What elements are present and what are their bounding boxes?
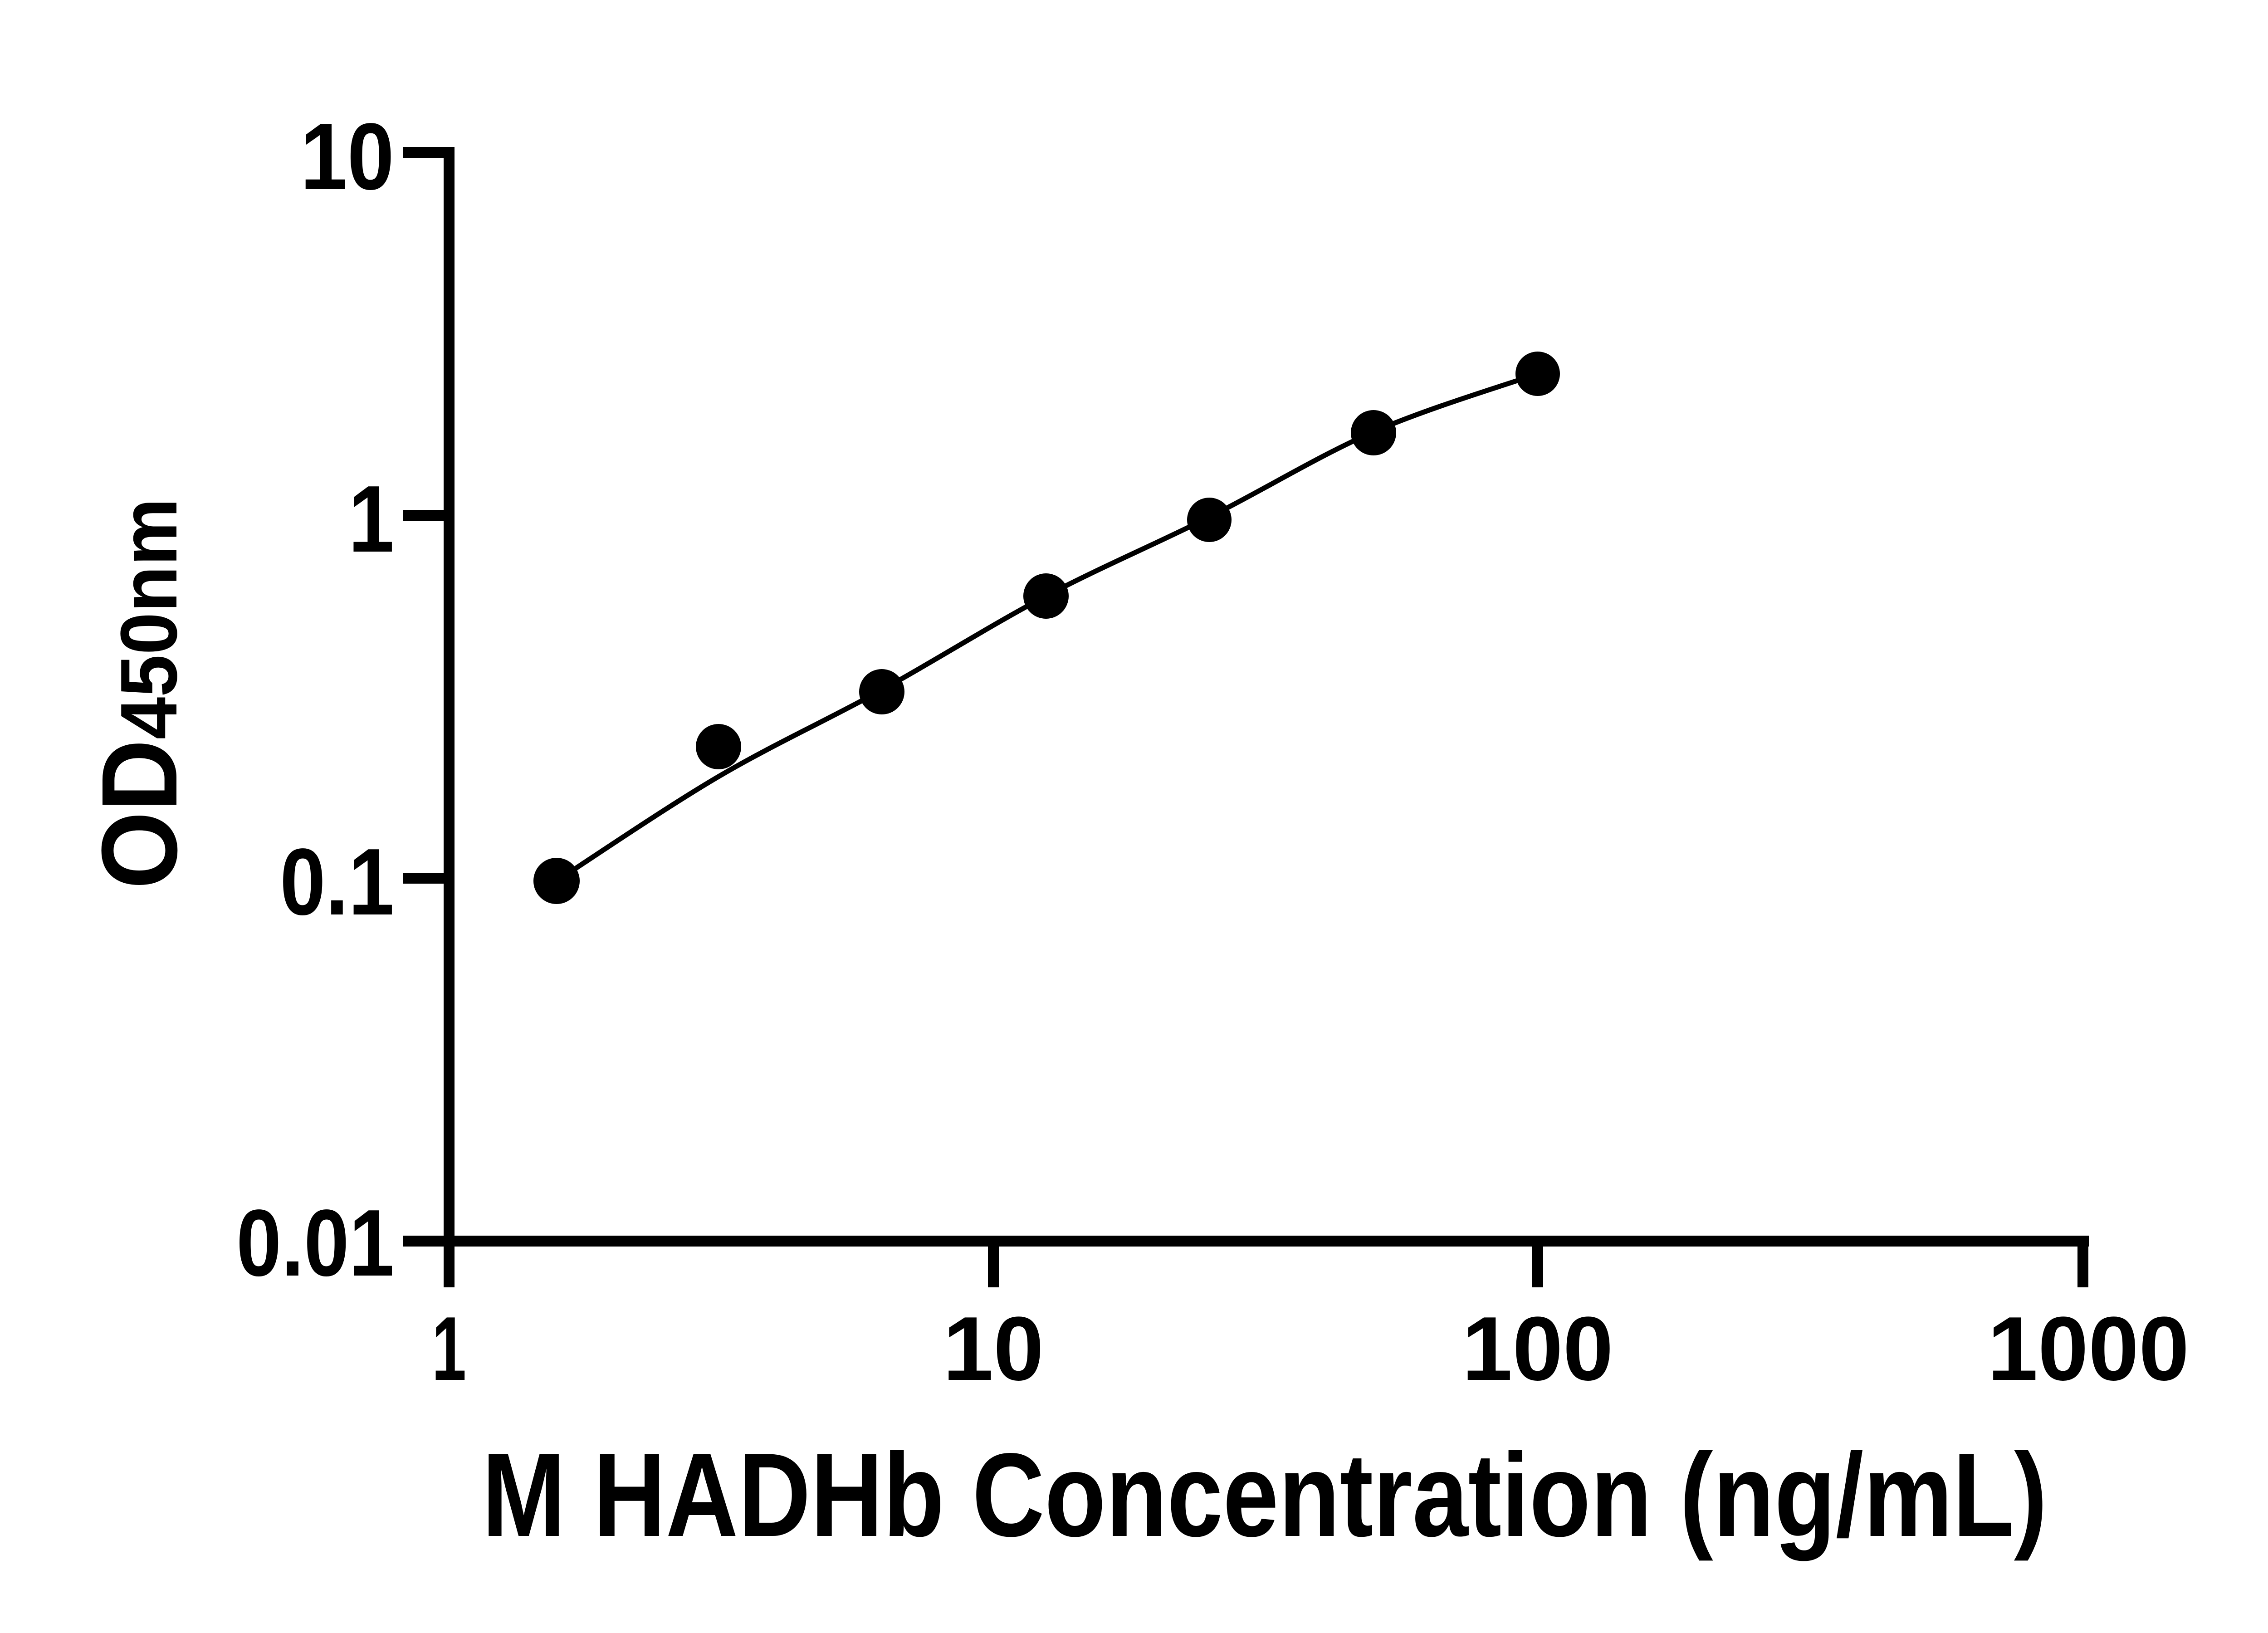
- svg-text:10: 10: [300, 104, 394, 210]
- svg-text:1000: 1000: [1988, 1298, 2190, 1399]
- svg-text:1: 1: [432, 1298, 466, 1399]
- svg-text:0.1: 0.1: [280, 829, 394, 935]
- svg-text:OD450nm: OD450nm: [79, 498, 200, 889]
- svg-text:100: 100: [1462, 1298, 1613, 1399]
- svg-text:10: 10: [943, 1298, 1044, 1399]
- svg-text:1: 1: [348, 466, 394, 572]
- svg-text:0.01: 0.01: [236, 1190, 394, 1296]
- svg-text:M HADHb Concentration (ng/mL): M HADHb Concentration (ng/mL): [482, 1428, 2048, 1562]
